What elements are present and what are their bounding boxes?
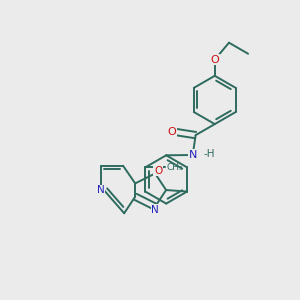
Text: O: O [210,55,219,64]
Text: -H: -H [204,149,215,159]
Text: N: N [97,185,105,195]
Text: O: O [154,166,162,176]
Text: CH₃: CH₃ [166,163,183,172]
Text: N: N [188,150,197,160]
Text: N: N [151,205,159,214]
Text: O: O [167,127,176,137]
